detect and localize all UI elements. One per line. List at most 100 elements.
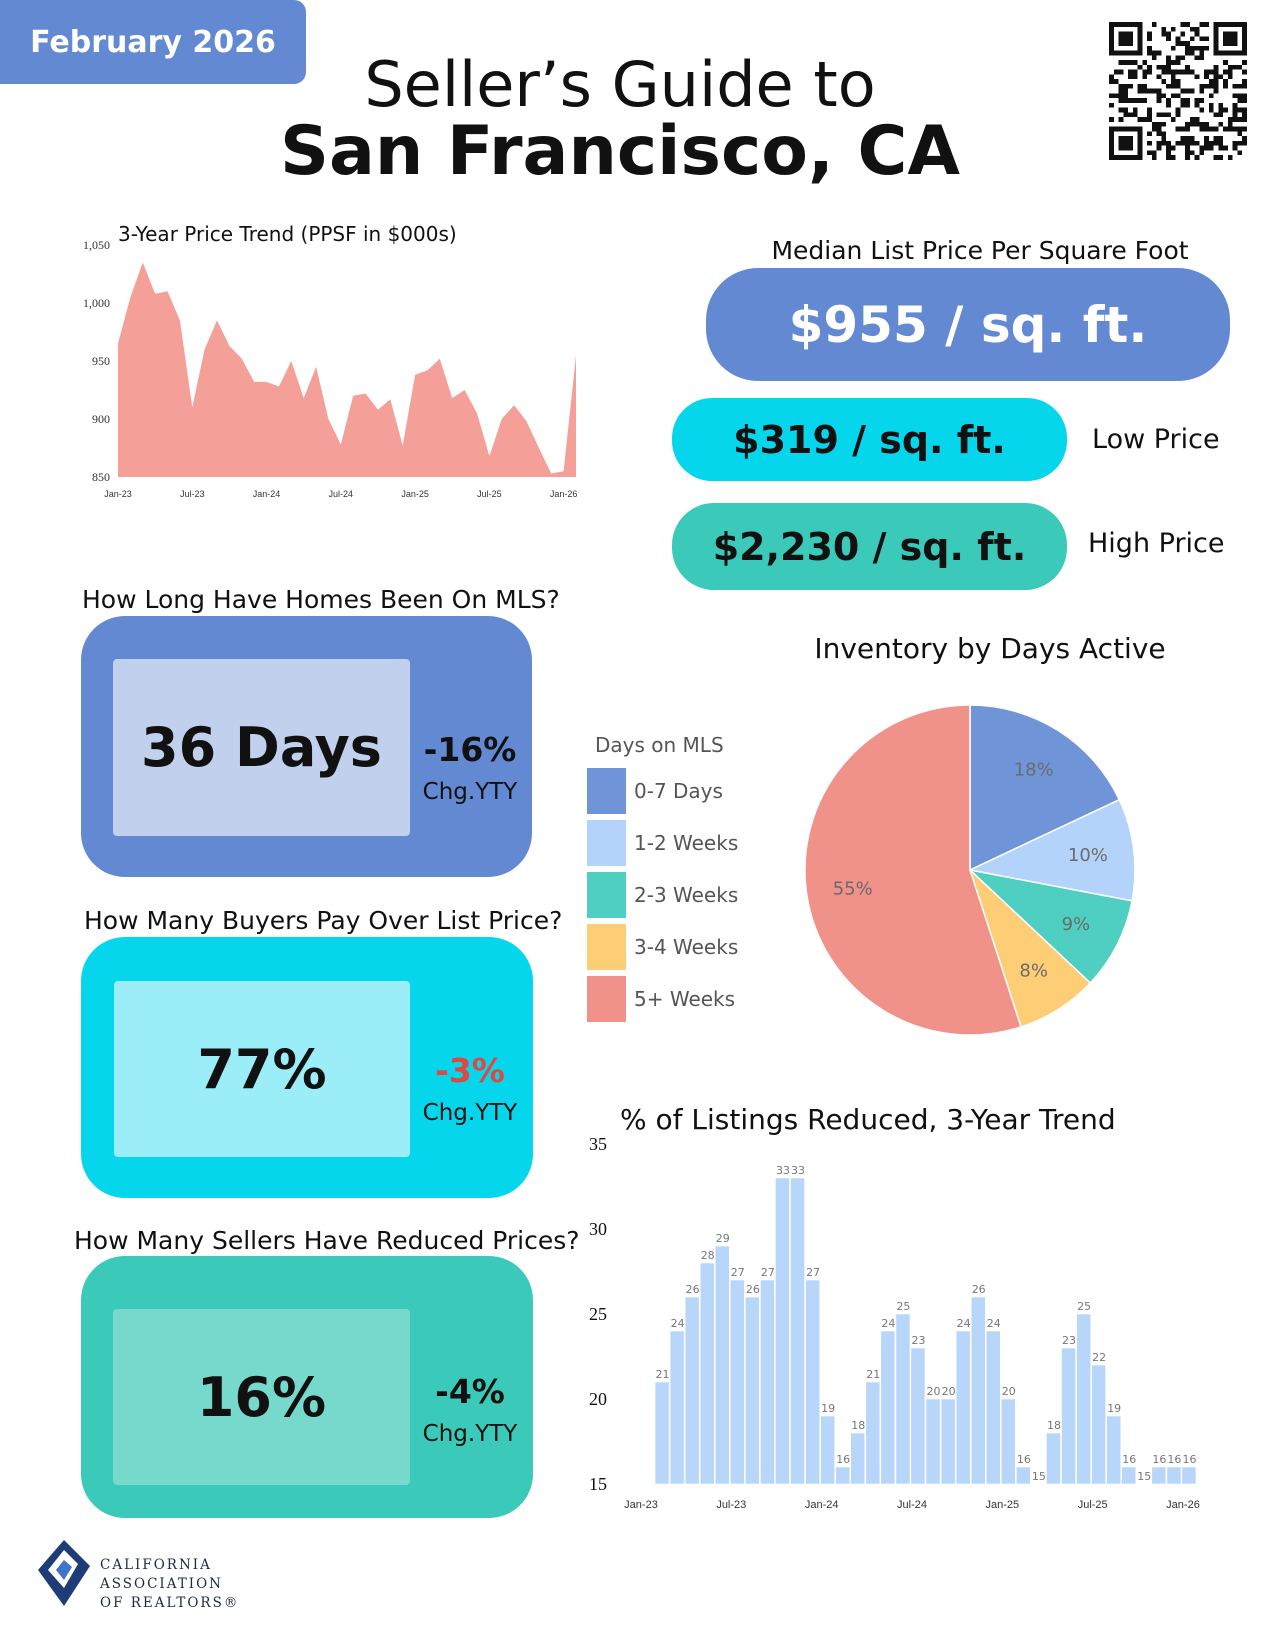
reduced-bar (684, 1296, 700, 1485)
qr-module (1232, 145, 1238, 151)
qr-module (1237, 131, 1243, 137)
qr-module (1118, 107, 1124, 113)
qr-module (1170, 83, 1176, 89)
qr-module (1180, 102, 1186, 108)
qr-module (1194, 31, 1200, 37)
pie-slice (969, 704, 1121, 872)
pie-legend-item: 1-2 Weeks (587, 817, 738, 869)
qr-module (1175, 69, 1181, 75)
qr-module (1227, 117, 1233, 122)
reduced-bar-label: 27 (731, 1266, 745, 1279)
reduced-bar (654, 1381, 670, 1485)
qr-module (1151, 150, 1157, 156)
qr-code-icon[interactable] (1109, 22, 1247, 160)
qr-module (1128, 60, 1133, 65)
qr-module (1151, 50, 1157, 56)
price-trend-y-tick: 1,050 (83, 240, 110, 252)
qr-module (1123, 83, 1129, 89)
qr-module (1204, 121, 1209, 127)
qr-module (1185, 140, 1190, 146)
qr-module (1194, 74, 1200, 80)
reduced-bar (714, 1245, 730, 1485)
qr-module (1185, 98, 1190, 103)
qr-module (1142, 98, 1148, 103)
qr-module (1213, 140, 1219, 146)
qr-finder-core (1118, 136, 1133, 151)
qr-module (1109, 79, 1114, 84)
reduced-bar-label: 19 (1107, 1402, 1121, 1415)
qr-module (1185, 150, 1190, 156)
qr-module (1218, 107, 1224, 113)
qr-module (1109, 117, 1114, 122)
reduced-x-tick: Jan-25 (985, 1499, 1019, 1511)
qr-module (1194, 121, 1200, 127)
reduced-bar (865, 1381, 881, 1485)
qr-module (1180, 55, 1186, 61)
qr-module (1118, 98, 1124, 103)
qr-module (1237, 126, 1243, 132)
reduced-bar (955, 1330, 971, 1485)
qr-module (1170, 69, 1176, 75)
qr-module (1151, 55, 1157, 61)
qr-module (1242, 93, 1247, 99)
qr-module (1156, 50, 1162, 56)
car-logo-icon (38, 1540, 90, 1606)
qr-module (1170, 60, 1176, 65)
qr-module (1227, 126, 1233, 132)
reduced-bar-label: 20 (927, 1385, 941, 1398)
qr-module (1132, 107, 1138, 113)
qr-module (1218, 155, 1224, 160)
price-trend-x-tick: Jul-23 (180, 489, 205, 499)
qr-module (1199, 22, 1205, 27)
qr-module (1166, 102, 1171, 108)
qr-module (1199, 121, 1205, 127)
qr-module (1218, 140, 1224, 146)
pie-legend-label: 3-4 Weeks (634, 935, 739, 959)
qr-module (1147, 140, 1152, 146)
qr-module (1199, 107, 1205, 113)
reduced-bar-label: 26 (746, 1283, 760, 1296)
reduced-bar (730, 1279, 745, 1485)
high-price-pill: $2,230 / sq. ft. (672, 503, 1067, 590)
qr-module (1123, 88, 1129, 94)
qr-module (1189, 36, 1195, 42)
qr-module (1156, 140, 1162, 146)
qr-module (1213, 88, 1219, 94)
high-price-label: High Price (1088, 528, 1225, 559)
reduced-bar (1166, 1466, 1182, 1485)
qr-module (1180, 98, 1186, 103)
qr-module (1227, 64, 1233, 70)
qr-module (1194, 117, 1200, 122)
reduced-prices-value: 16% (113, 1309, 410, 1485)
qr-module (1175, 93, 1181, 99)
qr-module (1227, 74, 1233, 80)
pie-legend-item: 2-3 Weeks (587, 869, 738, 921)
listings-reduced-title: % of Listings Reduced, 3-Year Trend (620, 1103, 1116, 1136)
reduced-prices-change: -4% (435, 1372, 505, 1411)
qr-module (1204, 145, 1209, 151)
qr-module (1199, 145, 1205, 151)
qr-module (1113, 69, 1119, 75)
reduced-bar-label: 27 (761, 1266, 775, 1279)
qr-module (1170, 145, 1176, 151)
qr-module (1189, 121, 1195, 127)
qr-module (1204, 136, 1209, 141)
qr-module (1227, 155, 1233, 160)
qr-module (1161, 26, 1167, 32)
logo-line2: ASSOCIATION (100, 1576, 223, 1592)
qr-module (1156, 74, 1162, 80)
qr-module (1142, 74, 1148, 80)
reduced-x-tick: Jul-24 (897, 1499, 927, 1511)
qr-module (1175, 112, 1181, 118)
qr-module (1223, 83, 1228, 89)
price-trend-x-tick: Jul-25 (477, 489, 502, 499)
reduced-bar (745, 1296, 760, 1485)
qr-module (1175, 55, 1181, 61)
qr-module (1147, 64, 1152, 70)
reduced-bar (1061, 1347, 1076, 1485)
qr-module (1175, 41, 1181, 46)
qr-module (1151, 121, 1157, 127)
reduced-y-tick: 35 (589, 1134, 607, 1154)
qr-module (1232, 102, 1238, 108)
qr-module (1208, 69, 1214, 75)
